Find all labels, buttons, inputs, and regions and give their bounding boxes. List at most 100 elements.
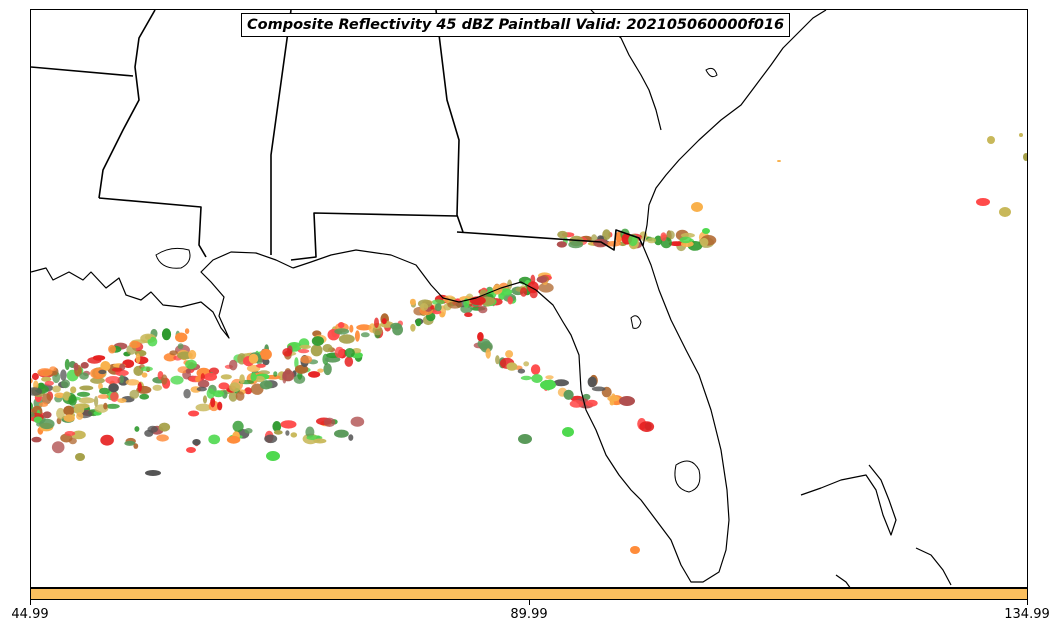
reflectivity-blob bbox=[226, 435, 241, 444]
reflectivity-blob bbox=[667, 230, 675, 240]
reflectivity-blob bbox=[531, 374, 543, 383]
reflectivity-blob bbox=[310, 344, 323, 357]
reflectivity-blob bbox=[71, 430, 86, 440]
reflectivity-blob bbox=[485, 348, 491, 359]
map-panel bbox=[30, 9, 1028, 588]
reflectivity-blob bbox=[49, 366, 57, 372]
reflectivity-blob bbox=[80, 362, 89, 369]
reflectivity-blob bbox=[374, 317, 379, 329]
reflectivity-blob bbox=[668, 241, 684, 247]
reflectivity-blob bbox=[506, 362, 518, 371]
reflectivity-blob bbox=[37, 368, 53, 377]
reflectivity-blob bbox=[540, 380, 556, 390]
reflectivity-blob bbox=[244, 387, 253, 395]
coastline bbox=[31, 10, 952, 587]
reflectivity-blob bbox=[447, 301, 463, 309]
reflectivity-blob bbox=[196, 386, 207, 392]
reflectivity-blob bbox=[188, 410, 200, 417]
reflectivity-blob bbox=[254, 375, 265, 383]
reflectivity-blob bbox=[39, 418, 55, 430]
reflectivity-blob bbox=[646, 237, 657, 244]
reflectivity-blob bbox=[105, 376, 121, 385]
bahamas-edge bbox=[915, 547, 952, 586]
reflectivity-blob bbox=[609, 400, 615, 406]
reflectivity-blob bbox=[158, 422, 171, 432]
reflectivity-blob bbox=[256, 363, 266, 368]
reflectivity-blob bbox=[495, 355, 500, 365]
reflectivity-blob bbox=[183, 388, 191, 399]
reflectivity-blob bbox=[410, 323, 416, 332]
reflectivity-blob bbox=[78, 397, 95, 404]
reflectivity-blob bbox=[63, 414, 75, 423]
reflectivity-blob bbox=[141, 372, 148, 378]
reflectivity-blob bbox=[76, 391, 91, 397]
reflectivity-blob bbox=[680, 232, 695, 238]
reflectivity-blob bbox=[175, 332, 188, 343]
reflectivity-blob bbox=[585, 399, 598, 407]
reflectivity-blob bbox=[152, 384, 163, 391]
reflectivity-blob bbox=[63, 405, 75, 416]
reflectivity-blob bbox=[409, 298, 416, 306]
reflectivity-blob bbox=[217, 401, 223, 411]
reflectivity-blob bbox=[777, 160, 781, 162]
reflectivity-blob bbox=[591, 386, 606, 392]
reflectivity-blob bbox=[229, 359, 238, 371]
reflectivity-blob bbox=[31, 372, 39, 381]
reflectivity-blob bbox=[297, 349, 310, 354]
reflectivity-blob bbox=[700, 237, 709, 247]
reflectivity-blob bbox=[244, 428, 253, 434]
reflectivity-blob bbox=[220, 374, 232, 380]
reflectivity-blob bbox=[273, 371, 278, 377]
reflectivity-blob bbox=[507, 279, 513, 290]
reflectivity-blob bbox=[507, 296, 513, 305]
reflectivity-blob bbox=[392, 324, 403, 336]
reflectivity-blob bbox=[259, 348, 272, 360]
reflectivity-blob bbox=[569, 400, 584, 408]
map-canvas bbox=[31, 10, 1027, 587]
reflectivity-blob bbox=[999, 207, 1011, 217]
reflectivity-blob bbox=[434, 303, 442, 312]
reflectivity-blob bbox=[568, 240, 584, 249]
reflectivity-blob bbox=[235, 391, 245, 401]
reflectivity-blob bbox=[218, 382, 230, 390]
reflectivity-blob bbox=[605, 241, 622, 247]
reflectivity-blob bbox=[73, 362, 79, 371]
reflectivity-blob bbox=[593, 238, 608, 248]
reflectivity-blob bbox=[272, 421, 282, 432]
reflectivity-blob bbox=[639, 421, 655, 432]
reflectivity-blob bbox=[282, 371, 287, 384]
reflectivity-blob bbox=[338, 322, 345, 329]
small-lake bbox=[705, 67, 718, 78]
reflectivity-blob bbox=[1019, 133, 1023, 137]
reflectivity-blob bbox=[73, 405, 85, 415]
reflectivity-blob bbox=[147, 336, 158, 347]
colorbar bbox=[30, 588, 1028, 600]
reflectivity-blob bbox=[99, 387, 110, 395]
reflectivity-blob bbox=[545, 375, 554, 380]
reflectivity-blob bbox=[100, 361, 111, 371]
reflectivity-blob bbox=[44, 380, 54, 386]
reflectivity-blob bbox=[161, 328, 172, 341]
reflectivity-blob bbox=[76, 412, 84, 420]
reflectivity-blob bbox=[266, 451, 280, 461]
reflectivity-blob bbox=[602, 229, 611, 241]
reflectivity-blob bbox=[300, 355, 313, 364]
reflectivity-blob bbox=[145, 470, 161, 476]
reflectivity-blob bbox=[381, 318, 387, 325]
reflectivity-blob bbox=[108, 383, 119, 393]
colorbar-tick-label-center: 89.99 bbox=[510, 607, 548, 622]
reflectivity-blob bbox=[299, 344, 312, 349]
reflectivity-blob bbox=[264, 434, 278, 444]
reflectivity-blob bbox=[110, 391, 119, 402]
reflectivity-blob bbox=[285, 430, 290, 436]
reflectivity-blob bbox=[203, 372, 218, 381]
reflectivity-blob bbox=[262, 358, 270, 366]
reflectivity-blob bbox=[125, 379, 140, 386]
reflectivity-blob bbox=[523, 361, 530, 367]
reflectivity-blob bbox=[134, 426, 140, 432]
reflectivity-blob bbox=[186, 447, 196, 453]
reflectivity-blob bbox=[679, 236, 692, 244]
reflectivity-blob bbox=[103, 402, 108, 410]
reflectivity-blob bbox=[344, 356, 354, 367]
reflectivity-blob bbox=[248, 353, 259, 364]
